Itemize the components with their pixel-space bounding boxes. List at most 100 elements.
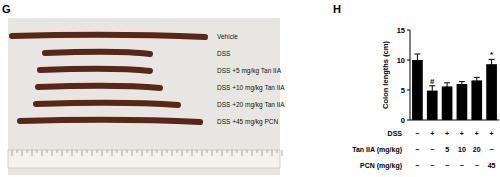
ruler-tick	[172, 150, 173, 156]
ruler-tick	[247, 150, 248, 153]
colon-specimen	[20, 120, 200, 122]
table-cell: −	[415, 162, 419, 169]
bar	[471, 80, 482, 120]
ruler-tick	[237, 150, 238, 153]
ruler-tick	[162, 150, 163, 156]
x-axis	[410, 120, 499, 121]
ruler-tick	[42, 150, 43, 156]
table-cell: −	[430, 146, 434, 153]
error-bar	[429, 86, 435, 96]
bar	[442, 86, 453, 120]
ruler-tick	[177, 150, 178, 153]
y-axis	[410, 30, 411, 120]
ruler-tick	[152, 150, 153, 156]
photo-caption: Vehicle	[217, 33, 238, 40]
ruler-tick	[222, 150, 223, 156]
colon-specimen	[40, 69, 150, 71]
panel-label: G	[2, 3, 11, 15]
ruler-tick	[232, 150, 233, 156]
y-axis-label: Colon lengths (cm)	[381, 41, 390, 109]
y-tick-label: 10	[397, 56, 405, 65]
ruler-tick	[102, 150, 103, 156]
ruler-tick	[107, 150, 108, 153]
y-tick	[407, 90, 410, 91]
table-cell: −	[490, 146, 494, 153]
error-bar	[414, 54, 420, 66]
ruler-tick	[112, 150, 113, 156]
y-tick	[407, 60, 410, 61]
ruler-tick	[187, 150, 188, 153]
ruler-tick	[27, 150, 28, 153]
ruler-tick	[67, 150, 68, 153]
ruler-tick	[37, 150, 38, 153]
table-row-label: PCN (mg/kg)	[360, 162, 402, 170]
ruler-tick	[57, 150, 58, 153]
ruler-tick	[167, 150, 168, 153]
ruler-tick	[192, 150, 193, 156]
error-bar	[459, 82, 465, 87]
y-tick	[407, 120, 410, 121]
colon-specimen	[38, 86, 160, 88]
ruler-tick	[262, 150, 263, 156]
table-cell: 45	[488, 162, 496, 169]
table-cell: −	[430, 162, 434, 169]
ruler-tick	[72, 150, 73, 156]
figure: GVehicleDSSDSS +5 mg/kg Tan IIADSS +10 m…	[0, 0, 500, 177]
ruler-tick	[22, 150, 23, 156]
photo-caption: DSS +45 mg/kg PCN	[217, 118, 279, 126]
ruler-tick	[207, 150, 208, 153]
ruler-tick	[87, 150, 88, 153]
ruler-tick	[202, 150, 203, 156]
colon-specimen	[36, 103, 178, 105]
ruler-tick	[82, 150, 83, 156]
photo-caption: DSS +20 mg/kg Tan IIA	[217, 101, 285, 109]
y-tick-label: 15	[397, 26, 405, 35]
error-bar	[444, 83, 450, 90]
ruler-tick	[32, 150, 33, 156]
ruler-tick	[97, 150, 98, 153]
ruler-tick	[257, 150, 258, 153]
ruler-tick	[132, 150, 133, 156]
panel-label: H	[333, 3, 341, 15]
ruler-tick	[117, 150, 118, 153]
y-tick-label: 5	[401, 86, 405, 95]
ruler-tick	[92, 150, 93, 156]
error-bar	[489, 59, 495, 69]
significance-mark: #	[430, 77, 435, 86]
ruler-tick	[217, 150, 218, 153]
table-cell: 5	[445, 146, 449, 153]
table-cell: −	[445, 162, 449, 169]
ruler-tick	[227, 150, 228, 153]
y-tick	[407, 30, 410, 31]
ruler-tick	[62, 150, 63, 156]
colon-specimen	[45, 52, 150, 54]
ruler-tick	[197, 150, 198, 153]
table-row-label: Tan IIA (mg/kg)	[352, 146, 402, 154]
photo-caption: DSS +5 mg/kg Tan IIA	[217, 67, 282, 75]
table-cell: +	[475, 130, 479, 137]
colon-specimen	[12, 35, 205, 37]
table-cell: −	[475, 162, 479, 169]
table-cell: +	[430, 130, 434, 137]
ruler-tick	[137, 150, 138, 153]
ruler-tick	[47, 150, 48, 153]
ruler-tick	[267, 150, 268, 153]
table-cell: +	[490, 130, 494, 137]
ruler-tick	[282, 150, 283, 156]
ruler-tick	[12, 150, 13, 156]
ruler-tick	[17, 150, 18, 153]
ruler-tick	[122, 150, 123, 156]
table-cell: 10	[458, 146, 466, 153]
ruler-tick	[182, 150, 183, 156]
photo-caption: DSS +10 mg/kg Tan IIA	[217, 84, 285, 92]
table-cell: −	[415, 146, 419, 153]
ruler-tick	[242, 150, 243, 156]
y-tick-label: 0	[401, 116, 405, 125]
ruler-tick	[272, 150, 273, 156]
table-cell: +	[460, 130, 464, 137]
ruler-tick	[252, 150, 253, 156]
ruler-tick	[277, 150, 278, 153]
bar	[457, 84, 468, 120]
ruler-tick	[77, 150, 78, 153]
ruler-tick	[52, 150, 53, 156]
